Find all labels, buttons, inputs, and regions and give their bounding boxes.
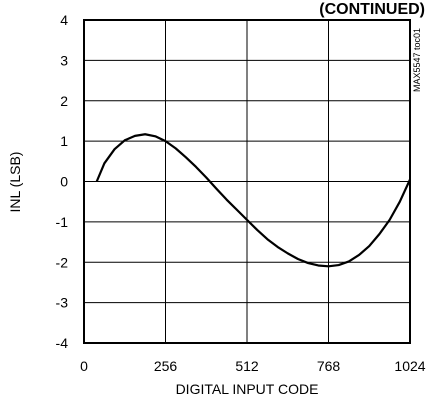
grid-lines: [83, 19, 411, 344]
y-tick-label: 4: [60, 12, 68, 28]
plot-frame: [83, 19, 411, 344]
y-tick-label: -3: [56, 295, 69, 311]
y-tick-label: 1: [60, 133, 68, 149]
y-tick-label: 3: [60, 52, 68, 68]
y-tick-label: 2: [60, 93, 68, 109]
chart-title: (CONTINUED): [319, 1, 425, 18]
x-tick-label: 256: [154, 358, 178, 374]
inl-series-line: [95, 133, 411, 268]
x-axis-label: DIGITAL INPUT CODE: [176, 381, 319, 397]
x-tick-labels: 0 256 512 768 1024: [80, 358, 426, 374]
y-tick-label: -1: [56, 214, 69, 230]
series-group: [95, 133, 411, 268]
y-tick-label: -2: [56, 254, 69, 270]
x-tick-label: 1024: [394, 358, 425, 374]
y-tick-labels: 4 3 2 1 0 -1 -2 -3 -4: [56, 12, 69, 351]
y-tick-label: -4: [56, 335, 69, 351]
y-axis-label: INL (LSB): [7, 152, 23, 213]
x-tick-label: 768: [317, 358, 341, 374]
x-tick-label: 512: [235, 358, 259, 374]
x-tick-label: 0: [80, 358, 88, 374]
y-tick-label: 0: [60, 174, 68, 190]
watermark: MAX5547 toc01: [412, 28, 422, 92]
